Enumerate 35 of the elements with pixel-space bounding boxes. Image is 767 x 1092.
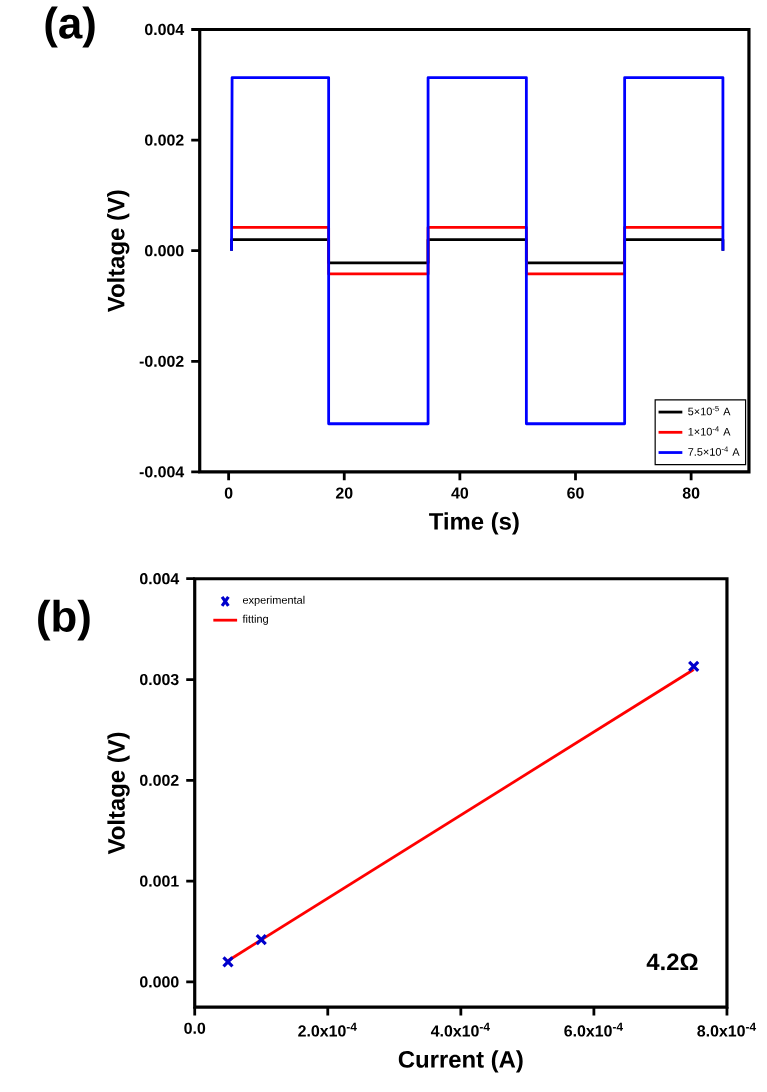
point	[687, 660, 700, 673]
y-tick-label: 0.000	[140, 976, 179, 988]
x-tick-label: 80	[682, 487, 700, 499]
y-tick-label: 0.003	[140, 673, 179, 686]
chart-title: (b)	[38, 599, 90, 641]
x-tick-label: 4.0x10$^{-4}$	[430, 1022, 490, 1037]
point	[221, 955, 235, 968]
y-tick-label: -0.002	[139, 355, 184, 367]
annotation: 4.2Ω	[646, 953, 698, 971]
x-axis-title: Time (s)	[429, 512, 519, 535]
legend-label: 1×10$^{-4}$ A	[688, 426, 731, 436]
legend-label: 5×10$^{-5}$ A	[688, 405, 731, 416]
x-tick-label: 0	[224, 487, 233, 499]
x-tick-label: 40	[451, 487, 469, 499]
legend-label: 7.5×10$^{-4}$ A	[688, 446, 740, 456]
y-tick-label: 0.004	[145, 23, 185, 36]
x-tick-label: 60	[567, 487, 584, 499]
x-tick-label: 0.0	[184, 1022, 206, 1034]
x-axis-title: Current (A)	[398, 1050, 523, 1073]
x-tick-label: 20	[336, 487, 353, 499]
chart-title: (a)	[45, 6, 95, 48]
point	[255, 933, 268, 946]
x-tick-label: 8.0x10$^{-4}$	[697, 1022, 757, 1037]
y-axis-title: Voltage (V)	[107, 732, 130, 855]
x-tick-label: 2.0x10$^{-4}$	[298, 1022, 357, 1037]
y-tick-label: -0.004	[139, 466, 185, 478]
y-tick-label: 0.000	[145, 245, 184, 257]
x-tick-label: 6.0x10$^{-4}$	[564, 1022, 624, 1037]
y-tick-label: 0.002	[140, 774, 179, 786]
y-tick-label: 0.004	[140, 573, 180, 585]
y-axis-title: Voltage (V)	[107, 190, 130, 312]
legend-label: fitting	[242, 614, 268, 625]
y-tick-label: 0.001	[140, 875, 179, 887]
legend-label: experimental	[242, 595, 305, 607]
y-tick-label: 0.002	[145, 134, 184, 146]
